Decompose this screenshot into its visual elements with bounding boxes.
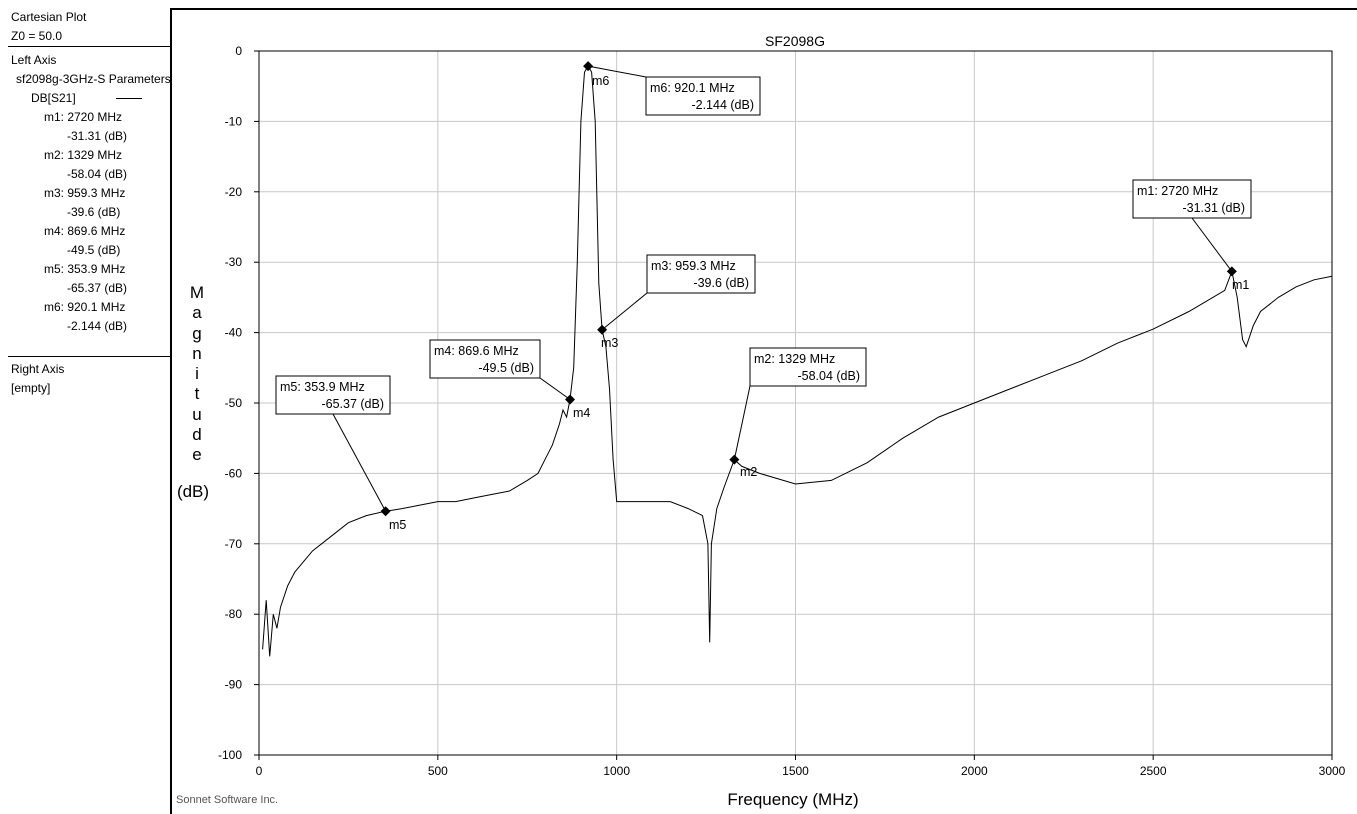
marker-leader-line [734, 386, 750, 460]
marker-callout-freq: m1: 2720 MHz [1137, 184, 1218, 198]
y-tick-label: -40 [225, 326, 243, 340]
marker-id-label: m2 [740, 465, 757, 479]
x-tick-label: 3000 [1319, 764, 1346, 778]
marker-callout-value: -58.04 (dB) [797, 369, 860, 383]
y-tick-label: -70 [225, 537, 243, 551]
credit-text: Sonnet Software Inc. [176, 794, 278, 806]
marker-leader-line [540, 378, 570, 399]
marker-callout-value: -2.144 (dB) [691, 98, 754, 112]
y-tick-label: -30 [225, 255, 243, 269]
x-tick-label: 1500 [782, 764, 809, 778]
marker-leader-line [1192, 218, 1232, 271]
x-tick-label: 500 [428, 764, 448, 778]
y-axis-label-letter: e [182, 445, 212, 465]
y-tick-label: -50 [225, 396, 243, 410]
y-axis-label-letter: g [182, 324, 212, 344]
y-axis-label-letter: i [182, 364, 212, 384]
y-tick-label: -60 [225, 466, 243, 480]
marker-diamond [583, 61, 593, 71]
y-tick-label: -90 [225, 678, 243, 692]
marker-callout-freq: m6: 920.1 MHz [650, 81, 735, 95]
marker-callout-value: -31.31 (dB) [1182, 201, 1245, 215]
marker-diamond [1227, 266, 1237, 276]
marker-callout-value: -49.5 (dB) [478, 361, 534, 375]
x-tick-label: 2000 [961, 764, 988, 778]
marker-callout-freq: m3: 959.3 MHz [651, 259, 736, 273]
marker-id-label: m4 [573, 406, 590, 420]
y-tick-label: -100 [218, 748, 242, 762]
y-tick-label: -20 [225, 185, 243, 199]
x-tick-label: 2500 [1140, 764, 1167, 778]
y-axis-label-letter: n [182, 344, 212, 364]
x-tick-label: 0 [256, 764, 263, 778]
y-axis-label-letter: d [182, 425, 212, 445]
x-axis-label: Frequency (MHz) [558, 790, 1028, 810]
y-axis-label-letter: u [182, 405, 212, 425]
marker-callout-freq: m2: 1329 MHz [754, 352, 835, 366]
marker-leader-line [333, 414, 386, 511]
marker-callout-freq: m4: 869.6 MHz [434, 344, 519, 358]
marker-callout-freq: m5: 353.9 MHz [280, 380, 365, 394]
marker-id-label: m1 [1232, 278, 1249, 292]
marker-id-label: m6 [592, 74, 609, 88]
y-tick-label: -80 [225, 607, 243, 621]
marker-callout-value: -65.37 (dB) [321, 397, 384, 411]
marker-id-label: m3 [601, 336, 618, 350]
marker-leader-line [602, 293, 647, 330]
y-axis-label-letter: M [182, 283, 212, 303]
y-axis-label-letter: t [182, 384, 212, 404]
y-tick-label: -10 [225, 114, 243, 128]
y-axis-unit: (dB) [174, 482, 212, 502]
x-tick-label: 1000 [603, 764, 630, 778]
y-axis-label-letter: a [182, 303, 212, 323]
marker-id-label: m5 [389, 518, 406, 532]
y-tick-label: 0 [235, 44, 242, 58]
marker-callout-value: -39.6 (dB) [693, 276, 749, 290]
marker-diamond [381, 506, 391, 516]
